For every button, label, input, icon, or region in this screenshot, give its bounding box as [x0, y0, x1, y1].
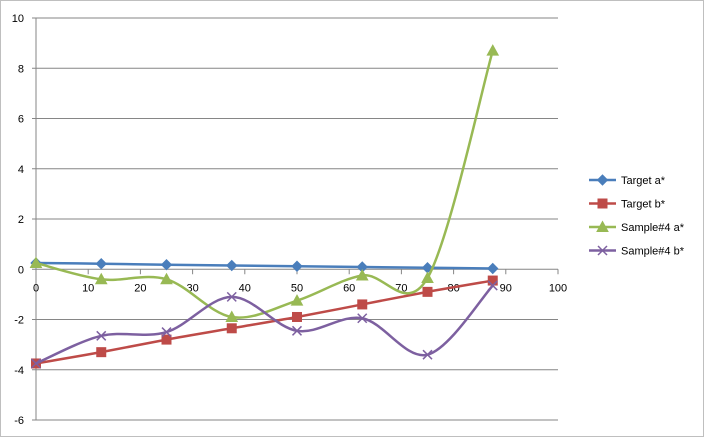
- data-point: [96, 330, 107, 341]
- y-tick-label: -2: [14, 315, 24, 327]
- legend-label: Sample#4 b*: [621, 246, 685, 258]
- legend-entry-sample-4-a: Sample#4 a*: [589, 220, 685, 234]
- gridlines: [36, 17, 558, 421]
- series-target-b: [31, 275, 498, 369]
- legend-label: Target a*: [621, 175, 666, 187]
- data-point: [30, 358, 42, 369]
- x-tick-label: 0: [33, 282, 39, 294]
- y-tick-label: -6: [14, 415, 24, 427]
- legend-label: Sample#4 a*: [621, 222, 685, 234]
- data-point: [291, 325, 303, 336]
- data-point: [29, 256, 43, 268]
- y-tick-label: 2: [18, 214, 24, 226]
- data-point: [487, 275, 498, 286]
- legend-entry-target-a: Target a*: [589, 174, 666, 187]
- data-point: [96, 347, 107, 358]
- series-sample-4-b: [30, 280, 498, 369]
- data-point: [422, 349, 433, 360]
- legend-marker: [596, 174, 609, 186]
- y-tick-label: 10: [12, 13, 24, 25]
- data-point: [161, 327, 172, 338]
- legend-entry-sample-4-b: Sample#4 b*: [589, 245, 685, 258]
- series-line: [35, 284, 494, 365]
- x-tick-label: 10: [82, 282, 94, 294]
- legend-marker: [596, 220, 609, 232]
- legend-marker: [597, 245, 608, 256]
- series-line: [35, 279, 493, 365]
- legend-entry-target-b: Target b*: [589, 198, 666, 211]
- x-tick-label: 60: [343, 282, 355, 294]
- data-point: [226, 323, 237, 334]
- data-point: [161, 334, 172, 345]
- data-point: [422, 286, 433, 297]
- y-tick-label: 8: [18, 63, 24, 75]
- series-target-a: [30, 257, 499, 275]
- data-point: [291, 260, 303, 272]
- x-tick-label: 90: [500, 282, 512, 294]
- data-point: [95, 258, 107, 270]
- data-point: [357, 313, 368, 324]
- y-tick-label: -4: [14, 365, 24, 377]
- data-point: [160, 272, 173, 285]
- data-point: [226, 259, 238, 272]
- y-tick-label: 6: [18, 114, 24, 126]
- x-tick-label: 20: [134, 282, 146, 294]
- data-point: [225, 310, 239, 322]
- data-point: [357, 299, 368, 310]
- data-point: [355, 268, 369, 281]
- series-sample-4-a: [29, 44, 500, 322]
- data-point: [290, 294, 304, 306]
- y-tick-label: 4: [18, 164, 24, 176]
- data-point: [94, 272, 108, 285]
- y-tick-label: 0: [18, 264, 24, 276]
- series-line: [35, 261, 493, 270]
- data-point: [160, 259, 173, 271]
- x-tick-label: 50: [291, 282, 303, 294]
- legend: Target a* Target b* Sample#4 a* Sample#4 b*: [589, 174, 685, 258]
- data-point: [421, 271, 434, 284]
- x-tick-label: 40: [239, 282, 251, 294]
- data-point: [487, 262, 499, 275]
- data-point: [487, 280, 498, 291]
- series-group: [29, 44, 500, 369]
- data-point: [292, 311, 302, 322]
- legend-marker: [597, 198, 608, 209]
- data-point: [226, 291, 237, 302]
- legend-label: Target b*: [621, 199, 666, 211]
- x-tick-label: 100: [549, 282, 567, 294]
- data-point: [486, 44, 500, 56]
